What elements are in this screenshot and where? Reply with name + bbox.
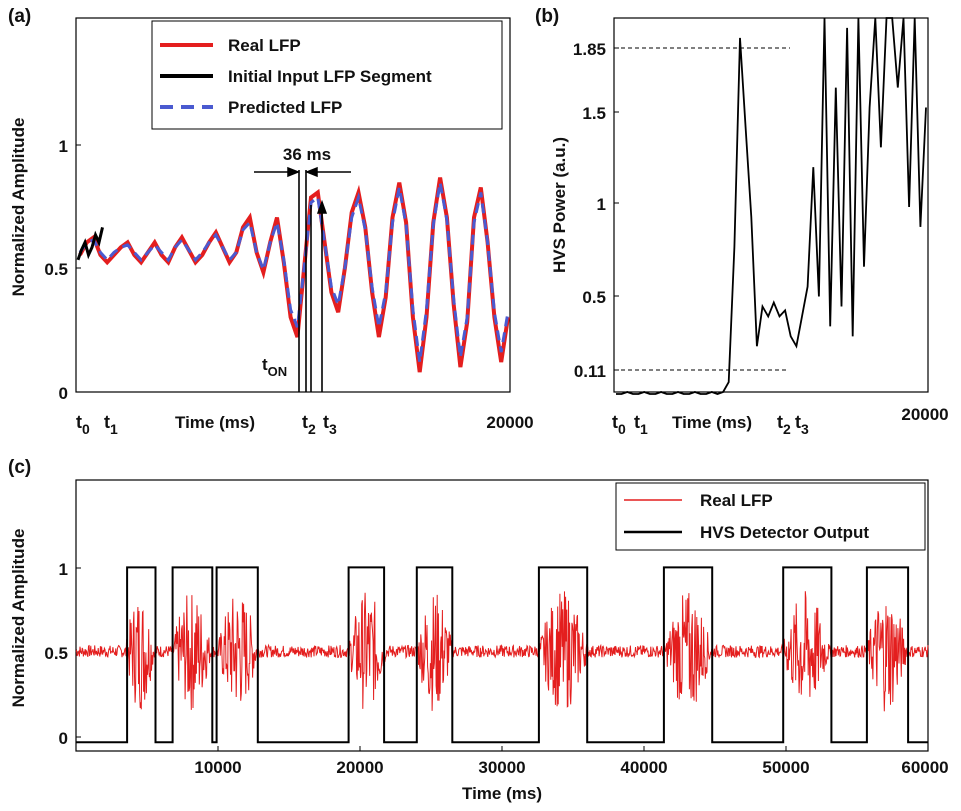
panel-c-xtick-40000: 40000 — [620, 758, 667, 777]
panel-a-ytick-2: 1 — [59, 137, 68, 156]
panel-c-legend: Real LFP HVS Detector Output — [615, 482, 926, 551]
panel-b-yticks — [614, 47, 619, 371]
panel-b-ytick-4: 1.85 — [573, 40, 606, 59]
panel-b-xtick-t1: t1 — [634, 412, 648, 437]
panel-b-xtick-end: 20000 — [901, 405, 948, 424]
panel-a-label: (a) — [8, 6, 31, 27]
panel-a-axes — [75, 17, 511, 393]
panel-b-xtick-t0: t0 — [612, 412, 626, 437]
panel-a-ytick-1: 0.5 — [44, 260, 68, 279]
panel-a-series-initial-input — [76, 227, 104, 261]
panel-a-36ms-arrows — [254, 166, 351, 224]
panel-b-ytick-1: 0.5 — [582, 288, 606, 307]
panel-c-xtick-10000: 10000 — [194, 758, 241, 777]
panel-b-series-hvs-power — [616, 17, 927, 395]
panel-c: (c) Normalized Amplitude 0 0.5 1 10000 2… — [8, 457, 949, 803]
panel-b-ytick-3: 1.5 — [582, 104, 606, 123]
panel-c-xtick-20000: 20000 — [336, 758, 383, 777]
panel-c-legend-detector: HVS Detector Output — [700, 523, 869, 542]
panel-a-xlabel: Time (ms) — [175, 413, 255, 432]
panel-b-xtick-t3: t3 — [795, 412, 809, 437]
panel-a-legend: Real LFP Initial Input LFP Segment Predi… — [151, 20, 503, 130]
panel-c-xlabel: Time (ms) — [462, 784, 542, 803]
panel-c-xtick-30000: 30000 — [478, 758, 525, 777]
panel-b-axes — [613, 17, 929, 393]
panel-c-ytick-0: 0 — [59, 729, 68, 748]
panel-a-legend-initial: Initial Input LFP Segment — [228, 67, 432, 86]
panel-b-label: (b) — [535, 6, 559, 27]
panel-b-ytick-2: 1 — [597, 195, 606, 214]
panel-c-ytick-2: 1 — [59, 560, 68, 579]
panel-a-ytick-0: 0 — [59, 384, 68, 403]
panel-a-xtick-t3: t3 — [323, 412, 337, 437]
panel-c-xtick-50000: 50000 — [762, 758, 809, 777]
panel-b-threshold-lines — [614, 47, 790, 371]
panel-a-xtick-t0: t0 — [76, 412, 90, 437]
panel-a-xtick-t1: t1 — [104, 412, 118, 437]
panel-a-legend-real: Real LFP — [228, 36, 301, 55]
panel-c-label: (c) — [8, 457, 31, 478]
panel-c-series-hvs-detector — [75, 566, 929, 744]
panel-c-ylabel: Normalized Amplitude — [9, 529, 28, 708]
panel-a-xtick-t2: t2 — [302, 412, 316, 437]
panel-a-xtick-end: 20000 — [486, 413, 533, 432]
panel-b: (b) HVS Power (a.u.) 0.11 0.5 1 1.5 1.85… — [535, 6, 949, 437]
panel-b-xtick-t2: t2 — [777, 412, 791, 437]
panel-c-legend-real: Real LFP — [700, 491, 773, 510]
panel-a-legend-predicted: Predicted LFP — [228, 98, 342, 117]
panel-a-36ms-label: 36 ms — [283, 145, 331, 164]
panel-c-ytick-1: 0.5 — [44, 644, 68, 663]
panel-c-xticks — [217, 746, 787, 751]
panel-a-ylabel: Normalized Amplitude — [9, 118, 28, 297]
panel-b-xlabel: Time (ms) — [672, 413, 752, 432]
panel-a-series-predicted-lfp — [78, 182, 510, 363]
panel-b-ytick-0: 0.11 — [574, 362, 606, 381]
panel-a-ton-label: tON — [262, 355, 287, 379]
panel-b-ylabel: HVS Power (a.u.) — [550, 137, 569, 273]
panel-c-xtick-60000: 60000 — [901, 758, 948, 777]
panel-c-series-real-lfp — [75, 591, 929, 712]
panel-a: (a) Normalized Amplitude 0 0.5 1 t0 t1 T… — [8, 6, 534, 437]
panel-a-yticks — [76, 144, 81, 393]
panel-a-vmarkers — [298, 170, 323, 392]
